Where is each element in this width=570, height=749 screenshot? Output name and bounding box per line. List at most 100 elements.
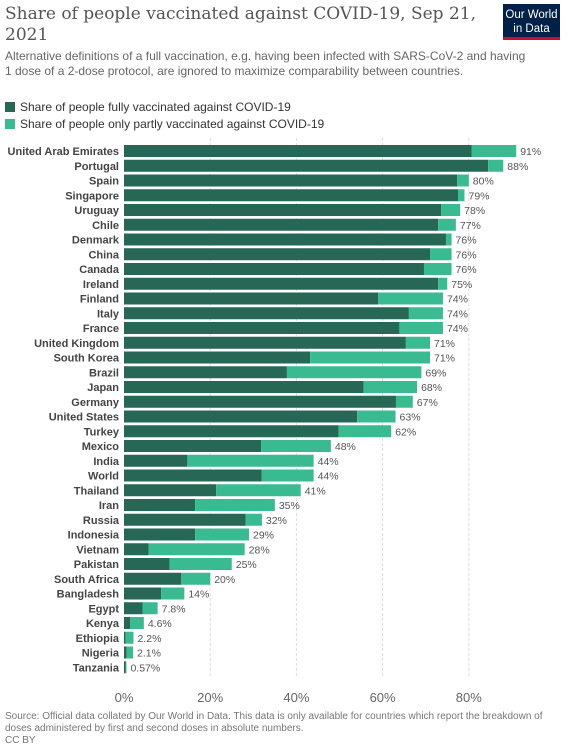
bar-fully-vaccinated <box>124 277 439 290</box>
legend-item-partly[interactable]: Share of people only partly vaccinated a… <box>5 115 324 132</box>
legend-label-fully: Share of people fully vaccinated against… <box>20 99 291 114</box>
category-label: Germany <box>71 397 120 409</box>
value-label: 74% <box>447 294 468 306</box>
bar-fully-vaccinated <box>124 631 126 644</box>
category-label: Denmark <box>72 235 120 247</box>
value-label: 62% <box>395 426 416 438</box>
bar-partly-vaccinated <box>286 366 422 379</box>
bar-fully-vaccinated <box>124 602 143 615</box>
x-tick-label: 80% <box>456 690 482 705</box>
category-label: Chile <box>92 220 119 232</box>
bar-partly-vaccinated <box>430 248 452 261</box>
value-label: 4.6% <box>148 618 172 630</box>
x-tick-label: 60% <box>370 690 396 705</box>
value-label: 32% <box>266 515 287 527</box>
bar-partly-vaccinated <box>125 631 134 644</box>
value-label: 7.8% <box>162 603 186 615</box>
category-label: Brazil <box>89 367 119 379</box>
stacked-bar-chart: 0% 20% 40% 60% 80% United Arab Emirates 91% Por… <box>8 138 541 705</box>
category-label: Pakistan <box>74 559 120 571</box>
x-tick-label: 0% <box>115 690 134 705</box>
legend-swatch-fully <box>5 101 15 112</box>
bar-partly-vaccinated <box>195 528 249 541</box>
bar-partly-vaccinated <box>395 395 413 408</box>
category-label: United Arab Emirates <box>8 146 119 158</box>
bar-fully-vaccinated <box>124 543 149 556</box>
bar-fully-vaccinated <box>124 558 170 570</box>
bar-partly-vaccinated <box>125 661 127 674</box>
category-label: United States <box>49 412 119 424</box>
bar-fully-vaccinated <box>124 587 162 600</box>
value-label: 25% <box>236 559 257 571</box>
category-label: South Korea <box>54 353 120 365</box>
value-label: 28% <box>249 544 270 556</box>
category-label: Bangladesh <box>57 589 120 601</box>
value-label: 2.2% <box>137 633 161 645</box>
bar-fully-vaccinated <box>124 440 262 452</box>
chart-subtitle: Alternative definitions of a full vaccin… <box>5 49 526 78</box>
category-label: Canada <box>79 264 120 276</box>
value-label: 76% <box>456 264 477 276</box>
category-label: Japan <box>87 382 119 394</box>
bar-partly-vaccinated <box>405 336 431 349</box>
category-label: Ethiopia <box>76 633 120 645</box>
bar-fully-vaccinated <box>124 395 396 408</box>
category-label: Indonesia <box>68 530 120 542</box>
bar-partly-vaccinated <box>441 204 461 216</box>
category-label: Mexico <box>82 441 120 453</box>
category-label: Uruguay <box>74 205 120 217</box>
value-label: 44% <box>318 471 339 483</box>
bar-partly-vaccinated <box>161 587 185 600</box>
category-label: India <box>93 456 120 468</box>
bar-fully-vaccinated <box>124 351 311 364</box>
bar-partly-vaccinated <box>148 543 245 556</box>
category-label: Ireland <box>83 279 119 291</box>
bar-partly-vaccinated <box>187 454 314 467</box>
bar-partly-vaccinated <box>457 174 469 187</box>
bar-fully-vaccinated <box>124 469 262 482</box>
value-label: 76% <box>456 249 477 261</box>
bar-partly-vaccinated <box>363 381 418 393</box>
bar-fully-vaccinated <box>124 572 182 585</box>
bar-fully-vaccinated <box>124 366 287 379</box>
bar-fully-vaccinated <box>124 322 400 334</box>
category-label: Thailand <box>74 485 119 497</box>
bar-fully-vaccinated <box>124 617 131 629</box>
bar-fully-vaccinated <box>124 484 217 497</box>
bar-fully-vaccinated <box>124 513 246 526</box>
legend-label-partly: Share of people only partly vaccinated a… <box>20 116 325 131</box>
category-label: Kenya <box>86 618 120 630</box>
category-label: Egypt <box>88 603 119 615</box>
chart-title: Share of people vaccinated against COVID… <box>5 4 476 45</box>
value-label: 20% <box>214 574 235 586</box>
value-label: 63% <box>400 412 421 424</box>
value-label: 80% <box>473 176 494 188</box>
bar-fully-vaccinated <box>124 145 472 157</box>
bar-fully-vaccinated <box>124 336 406 349</box>
bar-partly-vaccinated <box>195 499 275 511</box>
bar-fully-vaccinated <box>124 425 339 438</box>
value-label: 68% <box>421 382 442 394</box>
value-label: 14% <box>188 589 209 601</box>
bar-fully-vaccinated <box>124 248 431 261</box>
value-label: 29% <box>253 530 274 542</box>
bar-fully-vaccinated <box>124 307 409 320</box>
bar-partly-vaccinated <box>130 617 144 629</box>
category-label: Nigeria <box>82 648 120 660</box>
x-tick-label: 40% <box>283 690 309 705</box>
category-label: Tanzania <box>73 662 120 674</box>
value-label: 41% <box>305 485 326 497</box>
value-label: 78% <box>464 205 485 217</box>
value-label: 71% <box>434 353 455 365</box>
bar-partly-vaccinated <box>378 292 443 305</box>
category-label: China <box>88 249 119 261</box>
license-note: CC BY <box>5 735 36 746</box>
bar-fully-vaccinated <box>124 410 358 423</box>
bar-partly-vaccinated <box>408 307 443 320</box>
owid-logo[interactable]: Our World in Data <box>503 4 560 40</box>
bar-fully-vaccinated <box>124 189 459 202</box>
legend-item-fully[interactable]: Share of people fully vaccinated against… <box>5 98 324 115</box>
value-label: 91% <box>520 146 541 158</box>
bar-fully-vaccinated <box>124 381 364 393</box>
bar-partly-vaccinated <box>445 233 452 246</box>
